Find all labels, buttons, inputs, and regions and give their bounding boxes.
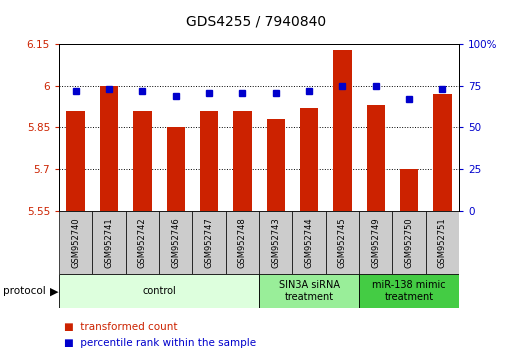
Bar (367, 105, 385, 211)
Bar (326, 211, 359, 274)
Bar (359, 274, 459, 308)
Bar (292, 211, 326, 274)
Text: GSM952749: GSM952749 (371, 217, 380, 268)
Bar (200, 111, 218, 211)
Text: ▶: ▶ (50, 286, 59, 296)
Bar (359, 211, 392, 274)
Bar (133, 111, 151, 211)
Text: control: control (142, 286, 176, 296)
Text: GSM952741: GSM952741 (105, 217, 113, 268)
Text: protocol: protocol (3, 286, 45, 296)
Text: GSM952744: GSM952744 (305, 217, 313, 268)
Bar (126, 211, 159, 274)
Text: ■  percentile rank within the sample: ■ percentile rank within the sample (64, 338, 256, 348)
Text: GSM952743: GSM952743 (271, 217, 280, 268)
Bar (233, 111, 251, 211)
Bar (259, 274, 359, 308)
Text: GSM952740: GSM952740 (71, 217, 80, 268)
Bar (100, 86, 118, 211)
Text: ■  transformed count: ■ transformed count (64, 322, 177, 332)
Bar (92, 211, 126, 274)
Text: GSM952742: GSM952742 (138, 217, 147, 268)
Bar (259, 211, 292, 274)
Bar (426, 211, 459, 274)
Text: GSM952751: GSM952751 (438, 217, 447, 268)
Text: SIN3A siRNA
treatment: SIN3A siRNA treatment (279, 280, 340, 302)
Text: miR-138 mimic
treatment: miR-138 mimic treatment (372, 280, 446, 302)
Bar (159, 211, 192, 274)
Bar (192, 211, 226, 274)
Bar (226, 211, 259, 274)
Text: GSM952750: GSM952750 (405, 217, 413, 268)
Bar (59, 274, 259, 308)
Text: GDS4255 / 7940840: GDS4255 / 7940840 (186, 14, 327, 28)
Bar (400, 169, 418, 211)
Text: GSM952747: GSM952747 (205, 217, 213, 268)
Bar (333, 50, 351, 211)
Bar (392, 211, 426, 274)
Bar (67, 111, 85, 211)
Bar (433, 94, 451, 211)
Bar (267, 119, 285, 211)
Bar (167, 127, 185, 211)
Text: GSM952748: GSM952748 (238, 217, 247, 268)
Text: GSM952745: GSM952745 (338, 217, 347, 268)
Bar (59, 211, 92, 274)
Text: GSM952746: GSM952746 (171, 217, 180, 268)
Bar (300, 108, 318, 211)
